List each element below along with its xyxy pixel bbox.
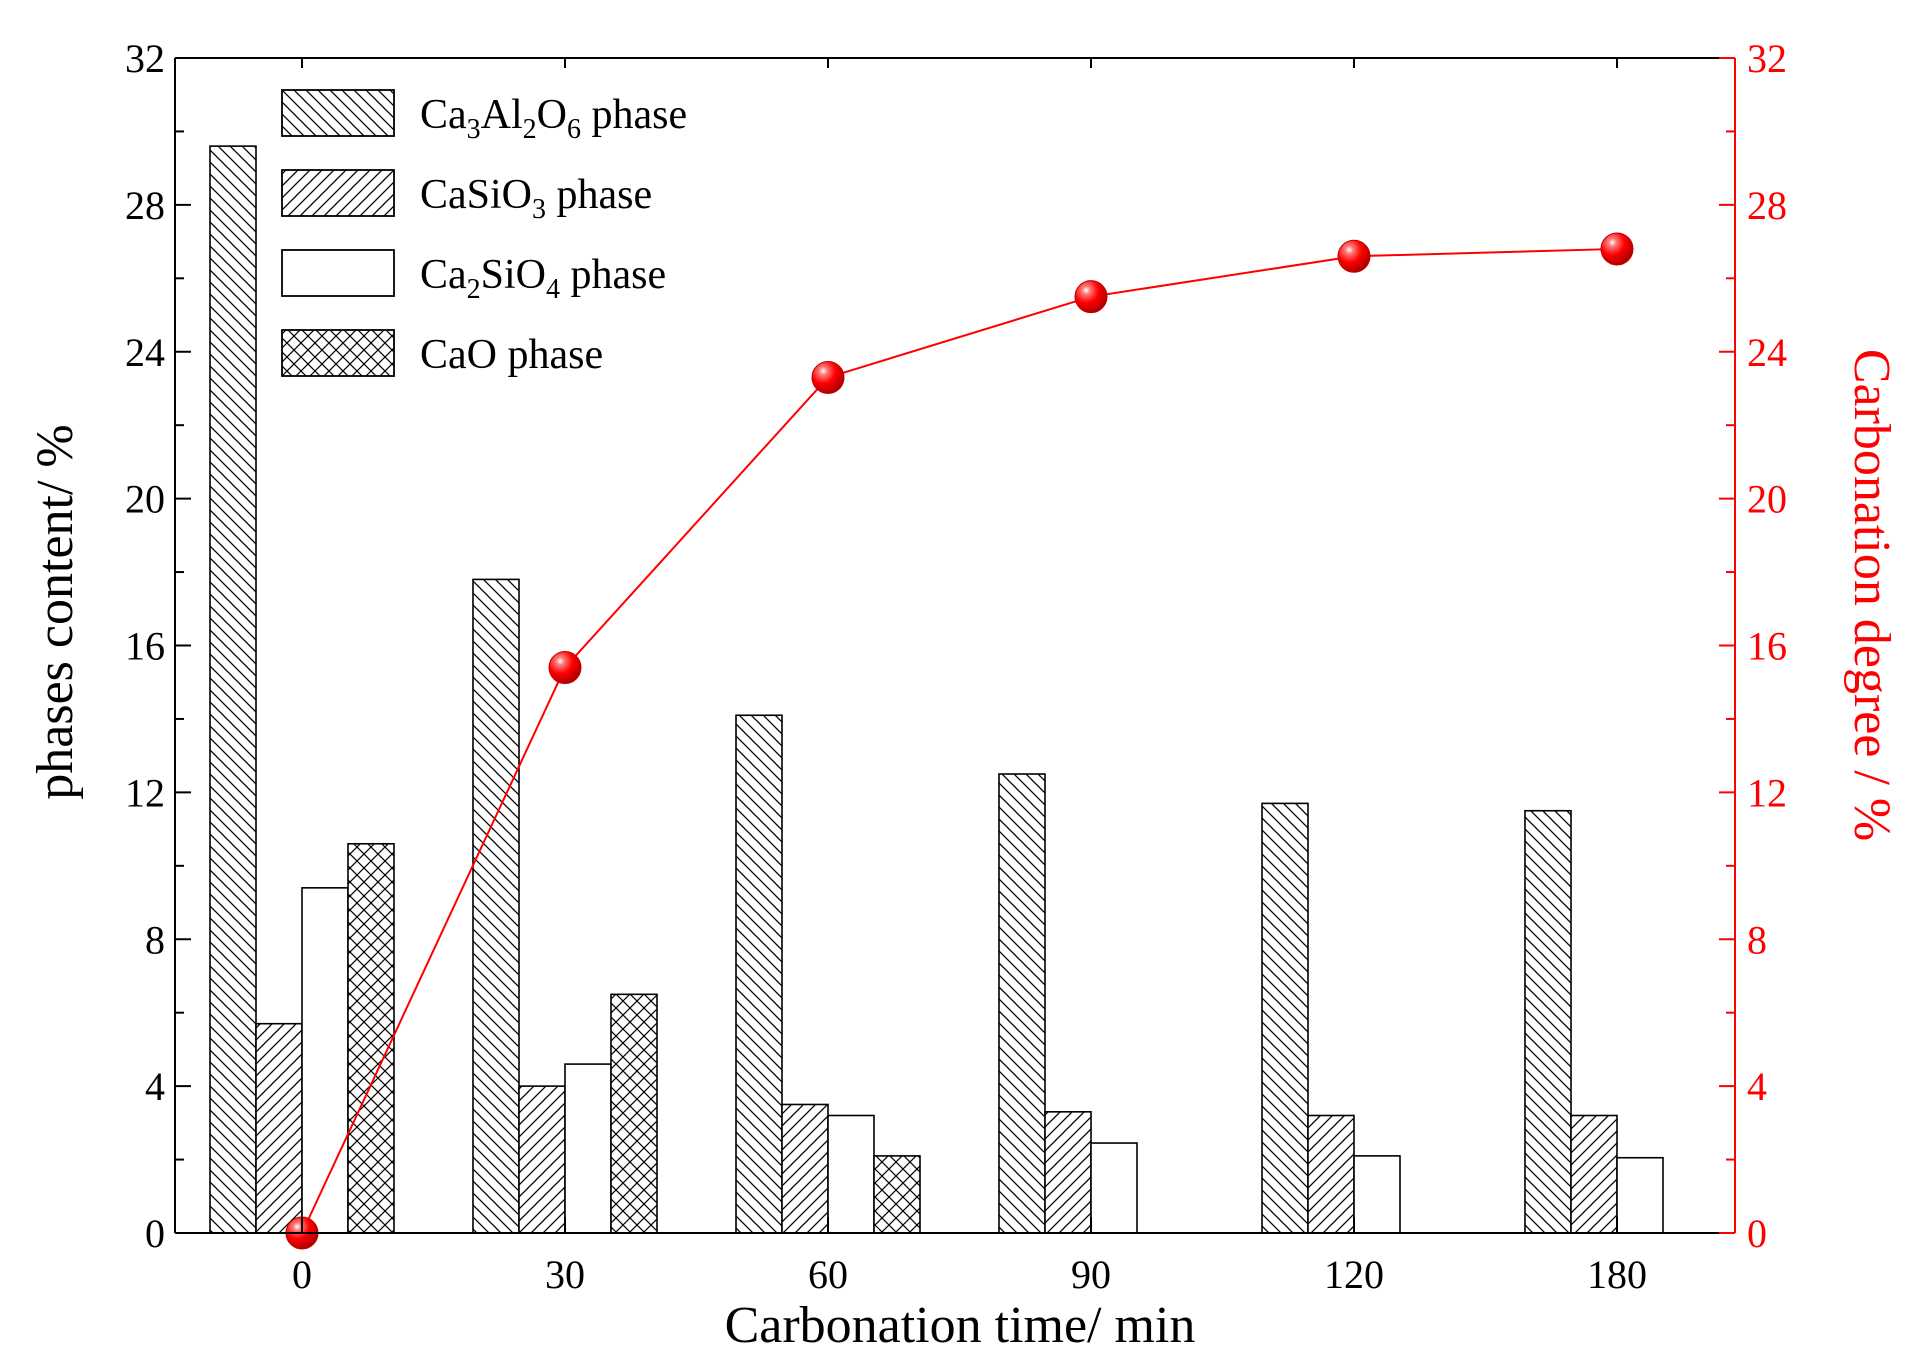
bar-casio3-phase-120 <box>1307 1114 1355 1234</box>
legend-label-casio3-phase: CaSiO3 phase <box>420 172 652 225</box>
bar-cao-phase-30 <box>610 993 658 1234</box>
x-tick-label: 0 <box>292 1252 312 1297</box>
legend-swatch-casio3-phase <box>281 169 395 217</box>
y-tick-label: 4 <box>145 1064 165 1109</box>
y2-axis-title: Carbonation degree / % <box>1843 349 1900 841</box>
y2-tick-label: 28 <box>1747 183 1787 228</box>
x-tick-label: 30 <box>545 1252 585 1297</box>
y-tick-label: 20 <box>125 477 165 522</box>
bar-casio3-phase-180 <box>1570 1114 1618 1234</box>
x-axis-title: Carbonation time/ min <box>725 1297 1196 1354</box>
y2-tick-label: 20 <box>1747 477 1787 522</box>
bar-cao-phase-0 <box>347 842 395 1234</box>
x-tick-label: 60 <box>808 1252 848 1297</box>
legend: Ca3Al2O6 phase CaSiO3 phase Ca2SiO4 phase C… <box>281 89 687 378</box>
bar-casio3-phase-0 <box>255 1022 303 1234</box>
legend-swatch-ca3al2o6-phase <box>281 89 395 137</box>
bar-ca3al2o6-phase-60 <box>735 714 783 1234</box>
legend-label-ca3al2o6-phase: Ca3Al2O6 phase <box>420 92 687 145</box>
y-tick-label: 32 <box>125 36 165 81</box>
carbonation-point-180 <box>1600 232 1634 266</box>
carbonation-point-60 <box>811 360 845 394</box>
bar-ca3al2o6-phase-120 <box>1261 802 1309 1234</box>
y-axis-title: phases content/ % <box>27 424 84 799</box>
y2-tick-label: 24 <box>1747 330 1787 375</box>
bar-ca3al2o6-phase-30 <box>472 578 520 1234</box>
legend-swatch-cao-phase <box>281 329 395 377</box>
x-tick-label: 180 <box>1587 1252 1647 1297</box>
bar-ca2sio4-phase-90 <box>1090 1142 1138 1234</box>
bar-ca2sio4-phase-180 <box>1616 1156 1664 1234</box>
x-tick-label: 120 <box>1324 1252 1384 1297</box>
carbonation-point-90 <box>1074 280 1108 314</box>
y-tick-label: 16 <box>125 624 165 669</box>
bar-ca2sio4-phase-30 <box>564 1063 612 1234</box>
legend-label-ca2sio4-phase: Ca2SiO4 phase <box>420 252 666 305</box>
bar-ca2sio4-phase-60 <box>827 1114 875 1234</box>
legend-label-cao-phase: CaO phase <box>420 332 603 378</box>
y-tick-label: 12 <box>125 770 165 815</box>
y2-tick-label: 32 <box>1747 36 1787 81</box>
carbonation-degree-line <box>301 247 1618 1234</box>
y2-tick-label: 12 <box>1747 770 1787 815</box>
y-tick-label: 28 <box>125 183 165 228</box>
bar-cao-phase-60 <box>873 1155 921 1234</box>
bar-casio3-phase-30 <box>518 1085 566 1234</box>
carbonation-line-layer <box>285 232 1634 1250</box>
axes-layer: 0 4 8 12 16 20 24 28 32 0 4 8 12 16 20 24 28 32 0 30 60 90 120… <box>125 36 1787 1297</box>
y2-tick-label: 16 <box>1747 624 1787 669</box>
y-tick-label: 0 <box>145 1211 165 1256</box>
bar-ca2sio4-phase-120 <box>1353 1155 1401 1234</box>
bar-casio3-phase-60 <box>781 1103 829 1234</box>
carbonation-point-30 <box>548 651 582 685</box>
bar-ca3al2o6-phase-0 <box>209 145 257 1234</box>
y2-tick-label: 8 <box>1747 917 1767 962</box>
bars-layer <box>209 145 1664 1234</box>
bar-ca2sio4-phase-0 <box>301 887 349 1234</box>
legend-swatch-ca2sio4-phase <box>281 249 395 297</box>
bar-casio3-phase-90 <box>1044 1111 1092 1234</box>
bar-ca3al2o6-phase-180 <box>1524 809 1572 1234</box>
carbonation-point-120 <box>1337 239 1371 273</box>
x-tick-label: 90 <box>1071 1252 1111 1297</box>
bar-ca3al2o6-phase-90 <box>998 773 1046 1234</box>
y-tick-label: 24 <box>125 330 165 375</box>
y-tick-label: 8 <box>145 917 165 962</box>
y2-tick-label: 0 <box>1747 1211 1767 1256</box>
y2-tick-label: 4 <box>1747 1064 1767 1109</box>
